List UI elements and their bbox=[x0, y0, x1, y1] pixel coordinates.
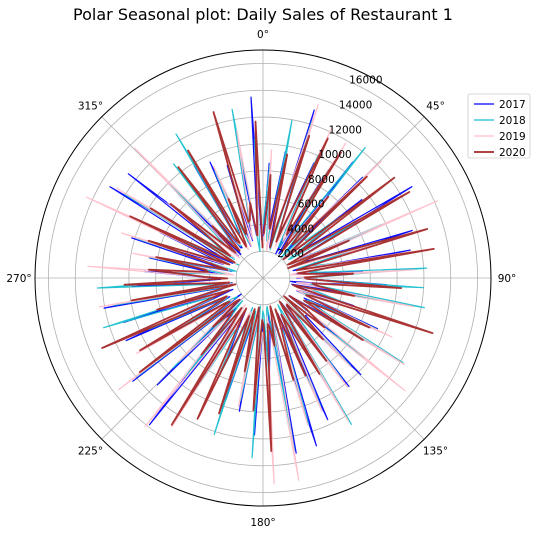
radial-tick-label: 16000 bbox=[349, 75, 382, 87]
polar-axes: 0° 45° 90° 135° 180° 225° 270° 315° 2000 4000 6000… bbox=[6, 29, 516, 529]
series-line-2017 bbox=[103, 96, 413, 454]
angle-tick-label: 45° bbox=[426, 100, 445, 112]
legend-box bbox=[467, 93, 531, 159]
series-line-2020 bbox=[101, 111, 435, 452]
legend: 2017 2018 2019 2020 bbox=[467, 93, 531, 159]
angle-tick-label: 180° bbox=[250, 517, 275, 529]
angle-tick-label: 0° bbox=[257, 29, 269, 41]
polar-spine bbox=[34, 49, 492, 507]
angle-tick-label: 135° bbox=[423, 446, 448, 458]
angle-tick-label: 90° bbox=[498, 273, 517, 285]
legend-label: 2017 bbox=[499, 99, 526, 111]
angle-tick-label: 225° bbox=[78, 446, 103, 458]
radial-tick-label: 4000 bbox=[288, 223, 315, 235]
series-group bbox=[85, 96, 439, 485]
legend-label: 2019 bbox=[499, 131, 526, 143]
polar-grid bbox=[35, 50, 491, 506]
chart-title: Polar Seasonal plot: Daily Sales of Rest… bbox=[73, 5, 453, 24]
radial-tick-label: 8000 bbox=[308, 174, 335, 186]
radial-tick-label: 10000 bbox=[318, 149, 351, 161]
angle-tick-label: 270° bbox=[6, 273, 31, 285]
angle-tick-label: 315° bbox=[78, 100, 103, 112]
legend-label: 2020 bbox=[499, 147, 526, 159]
radial-tick-label: 6000 bbox=[298, 199, 325, 211]
radial-tick-label: 2000 bbox=[277, 248, 304, 260]
series-line-2019 bbox=[85, 103, 439, 485]
radial-tick-label: 12000 bbox=[329, 124, 362, 136]
radial-tick-label: 14000 bbox=[339, 100, 372, 112]
legend-label: 2018 bbox=[499, 115, 526, 127]
